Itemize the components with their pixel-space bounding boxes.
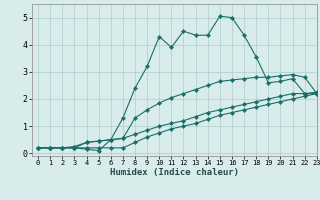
X-axis label: Humidex (Indice chaleur): Humidex (Indice chaleur): [110, 168, 239, 177]
